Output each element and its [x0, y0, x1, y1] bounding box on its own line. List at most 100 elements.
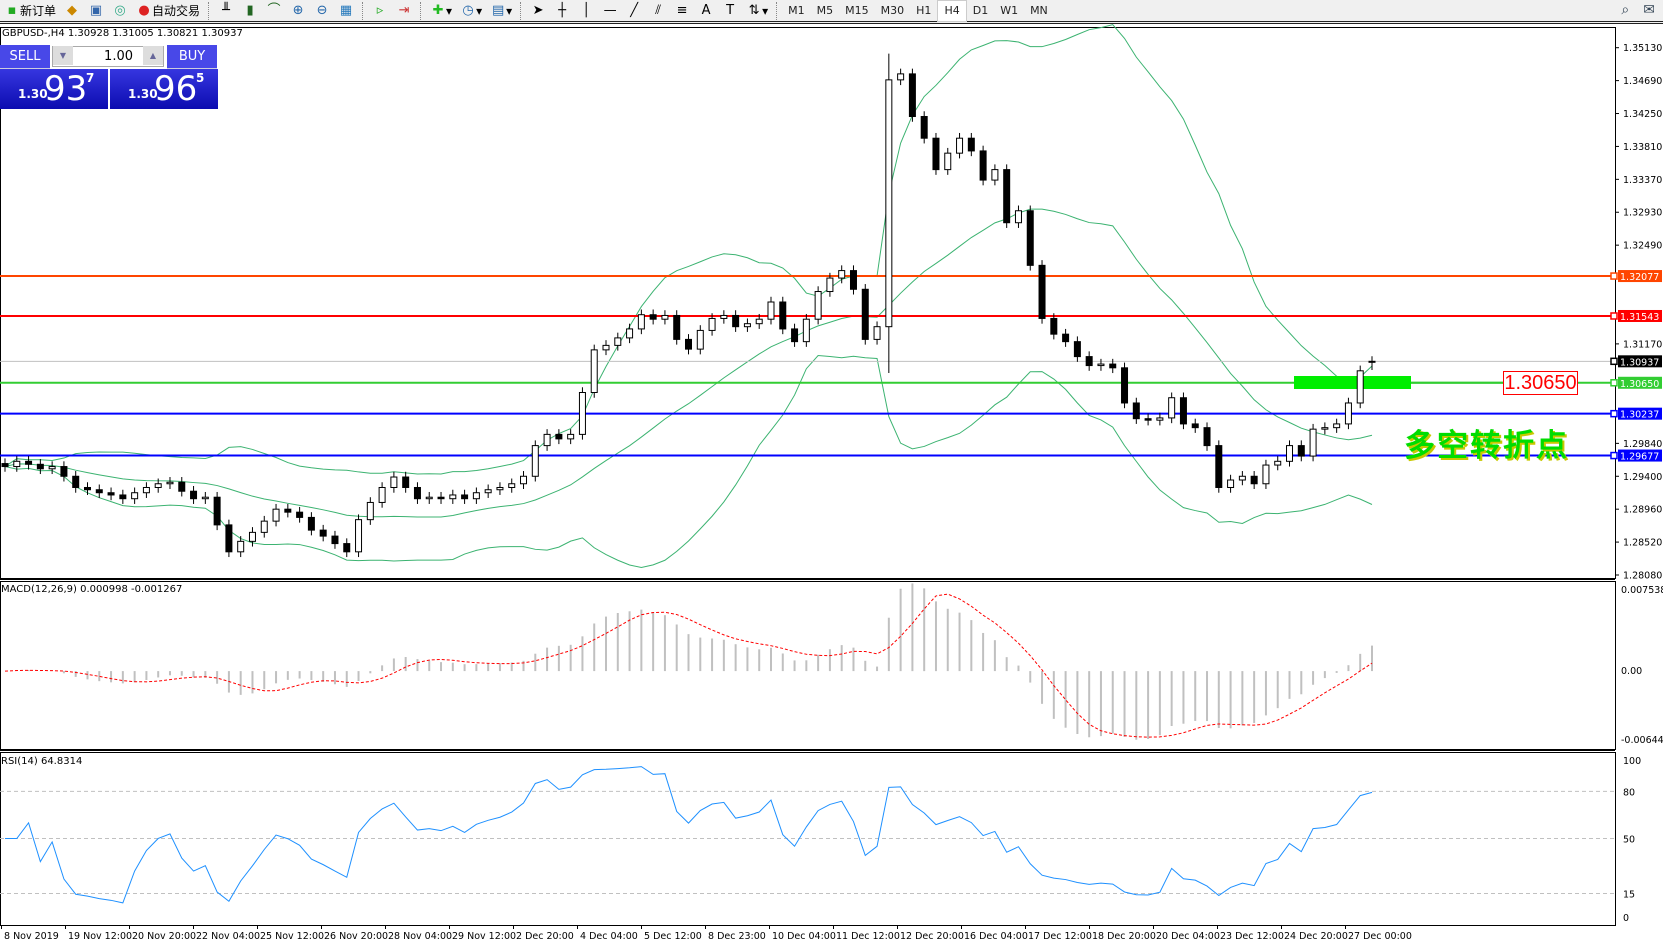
candle [637, 309, 645, 335]
price-axis-label: 1.29400 [1623, 472, 1662, 483]
price-line-tag-label: 1.31543 [1620, 312, 1659, 323]
time-axis-label: 5 Dec 12:00 [644, 931, 702, 942]
chart-shift-button[interactable]: ▹ [368, 0, 392, 22]
buy-price-button[interactable]: 1.30 96 5 [110, 69, 218, 109]
autoscroll-button[interactable]: ⇥ [392, 0, 416, 22]
sell-button[interactable]: SELL [0, 45, 50, 69]
candle [661, 310, 669, 325]
trendline-button[interactable]: ╱ [622, 0, 646, 22]
annotation-text[interactable]: 多空转折点 [1404, 428, 1569, 464]
text-label-button[interactable]: T [718, 0, 742, 22]
candle [402, 471, 410, 493]
candle [36, 459, 44, 475]
candle-body [979, 150, 987, 181]
bar-chart-button[interactable]: ╨ [214, 0, 238, 22]
chat-icon[interactable]: ✉ [1643, 2, 1655, 18]
candle-body [307, 516, 315, 531]
lot-size-input[interactable]: 1.00 [52, 46, 164, 67]
timeframe-h1[interactable]: H1 [916, 4, 932, 17]
candle [1132, 397, 1140, 424]
candle-body [60, 466, 68, 477]
candle-body [873, 326, 881, 340]
candle [1014, 205, 1022, 228]
candle-body [213, 496, 221, 526]
candlestick-chart-icon: ▮ [246, 2, 254, 18]
candle [1003, 164, 1011, 228]
price-line-tag [1618, 407, 1662, 420]
candle [1227, 474, 1235, 493]
fibonacci-button[interactable]: ≡ [670, 0, 694, 22]
market-watch-button[interactable]: ◆ [60, 0, 84, 22]
cursor-button[interactable]: ➤ [526, 0, 550, 22]
time-axis-label: 28 Nov 04:00 [388, 931, 452, 942]
candle-body [520, 475, 528, 485]
candle [1286, 440, 1294, 467]
periods-button[interactable]: ◷ ▾ [456, 0, 486, 22]
one-click-trading-panel: SELL 1.00 ▼ ▲ BUY 1.30 93 7 1.30 96 5 [0, 45, 219, 109]
candle [814, 286, 822, 325]
zoom-in-button[interactable]: ⊕ [286, 0, 310, 22]
candle-body [1321, 427, 1329, 430]
navigator-button[interactable]: ▣ [84, 0, 108, 22]
candle-body [1003, 169, 1011, 224]
text-button[interactable]: A [694, 0, 718, 22]
time-axis-label: 11 Dec 12:00 [836, 931, 900, 942]
lot-increase-button[interactable]: ▲ [143, 46, 163, 65]
price-line-tag [1618, 309, 1662, 322]
candlestick-chart-button[interactable]: ▮ [238, 0, 262, 22]
equidistant-channel-button[interactable]: ⫽ [646, 0, 670, 22]
zoom-out-button[interactable]: ⊖ [310, 0, 334, 22]
candle-body [1121, 367, 1129, 404]
new-order-icon: ▪ [7, 2, 17, 18]
time-axis-label: 20 Dec 04:00 [1156, 931, 1220, 942]
horizontal-line-button[interactable]: — [598, 0, 622, 22]
timeframe-d1[interactable]: D1 [972, 4, 989, 17]
candle-body [1026, 210, 1034, 266]
search-icon[interactable]: ⌕ [1621, 2, 1630, 18]
chart-shift-icon: ▹ [376, 2, 384, 18]
auto-trading-button[interactable]: ● 自动交易 [132, 0, 204, 22]
indicators-button[interactable]: ✚ ▾ [426, 0, 456, 22]
candle [1144, 413, 1152, 426]
candle [849, 265, 857, 295]
candle [190, 485, 198, 504]
timeframe-m5[interactable]: M5 [816, 4, 834, 17]
candle [307, 512, 315, 536]
timeframe-h4[interactable]: H4 [937, 0, 967, 22]
macd-title: MACD(12,26,9) 0.000998 -0.001267 [1, 584, 183, 595]
vertical-line-button[interactable]: │ [574, 0, 598, 22]
timeframe-m15[interactable]: M15 [845, 4, 869, 17]
candle [578, 387, 586, 440]
price-line-tag-label: 1.32077 [1620, 272, 1659, 283]
tile-windows-button[interactable]: ▦ [334, 0, 358, 22]
timeframe-mn[interactable]: MN [1030, 4, 1048, 17]
time-axis-label: 10 Dec 04:00 [772, 931, 836, 942]
turning-point-zone [1294, 376, 1411, 389]
candle [131, 487, 139, 504]
crosshair-button[interactable]: ┼ [550, 0, 574, 22]
candle-body [908, 73, 916, 118]
templates-button[interactable]: ▤ ▾ [491, 2, 513, 18]
signals-button[interactable]: ◎ [108, 0, 132, 22]
price-annotation-label[interactable]: 1.30650 [1503, 371, 1578, 395]
candle-body [13, 460, 21, 468]
candle [1179, 392, 1187, 430]
candle-body [1215, 445, 1223, 488]
sell-price-button[interactable]: 1.30 93 7 [0, 69, 108, 109]
sell-price-fraction: 7 [86, 71, 95, 85]
candle-body [755, 318, 763, 325]
candle-body [696, 329, 704, 350]
buy-button[interactable]: BUY [167, 45, 217, 69]
timeframe-m30[interactable]: M30 [880, 4, 905, 17]
candle-body [319, 529, 327, 537]
timeframe-w1[interactable]: W1 [1000, 4, 1019, 17]
arrows-button[interactable]: ⇅ ▾ [742, 0, 772, 22]
timeframe-m1[interactable]: M1 [788, 4, 805, 17]
new-order-button[interactable]: ▪ 新订单 [0, 0, 60, 22]
time-axis-label: 18 Dec 20:00 [1092, 931, 1156, 942]
candle-body [578, 392, 586, 435]
lot-decrease-button[interactable]: ▼ [53, 46, 73, 65]
toolbar-separator [420, 1, 422, 20]
line-chart-button[interactable]: ⌒ [262, 0, 286, 22]
